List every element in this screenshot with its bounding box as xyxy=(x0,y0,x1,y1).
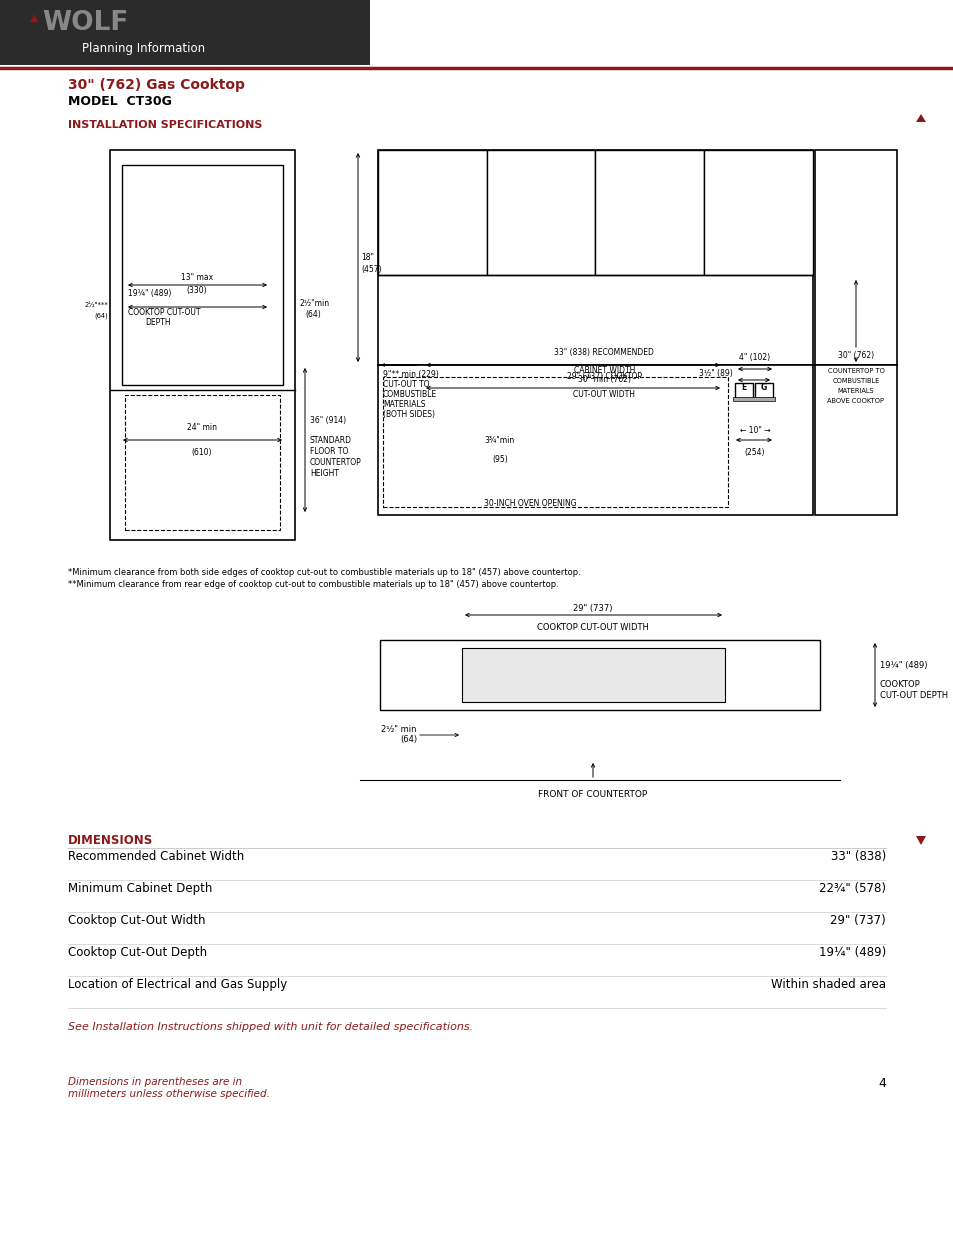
Text: (64): (64) xyxy=(305,310,320,319)
Text: DIMENSIONS: DIMENSIONS xyxy=(68,834,153,847)
Bar xyxy=(379,640,820,710)
Text: 2¹⁄₂" min: 2¹⁄₂" min xyxy=(381,725,416,734)
Text: 4: 4 xyxy=(877,1077,885,1091)
Text: 19¼" (489): 19¼" (489) xyxy=(818,946,885,960)
Text: Location of Electrical and Gas Supply: Location of Electrical and Gas Supply xyxy=(68,978,287,990)
Text: COOKTOP CUT-OUT WIDTH: COOKTOP CUT-OUT WIDTH xyxy=(537,622,648,632)
Bar xyxy=(377,366,812,515)
Text: 36" (914): 36" (914) xyxy=(310,416,346,425)
Text: (330): (330) xyxy=(187,287,207,295)
Text: FRONT OF COUNTERTOP: FRONT OF COUNTERTOP xyxy=(537,790,647,799)
Text: Planning Information: Planning Information xyxy=(82,42,205,56)
Text: (610): (610) xyxy=(192,448,212,457)
Bar xyxy=(377,149,812,366)
Text: *Minimum clearance from both side edges of cooktop cut-out to combustible materi: *Minimum clearance from both side edges … xyxy=(68,568,580,577)
Polygon shape xyxy=(915,114,925,122)
Text: (95): (95) xyxy=(492,445,507,464)
Text: COMBUSTIBLE: COMBUSTIBLE xyxy=(832,378,879,384)
Text: 4" (102): 4" (102) xyxy=(739,353,770,362)
Bar xyxy=(461,648,724,701)
Text: DEPTH: DEPTH xyxy=(145,317,171,327)
Bar xyxy=(377,149,486,274)
Text: Within shaded area: Within shaded area xyxy=(770,978,885,990)
Text: 29" (737): 29" (737) xyxy=(573,604,612,613)
Text: (457): (457) xyxy=(360,264,381,273)
Text: MATERIALS: MATERIALS xyxy=(837,388,873,394)
Text: 19¼" (489): 19¼" (489) xyxy=(879,661,926,671)
Text: CUT-OUT TO: CUT-OUT TO xyxy=(382,380,429,389)
Text: INSTALLATION SPECIFICATIONS: INSTALLATION SPECIFICATIONS xyxy=(68,120,262,130)
Text: **Minimum clearance from rear edge of cooktop cut-out to combustible materials u: **Minimum clearance from rear edge of co… xyxy=(68,580,558,589)
Bar xyxy=(814,366,896,515)
Text: Cooktop Cut-Out Depth: Cooktop Cut-Out Depth xyxy=(68,946,207,960)
Text: 2¹⁄₂"min: 2¹⁄₂"min xyxy=(299,299,330,308)
Text: HEIGHT: HEIGHT xyxy=(310,469,338,478)
Text: 22¾" (578): 22¾" (578) xyxy=(818,882,885,895)
Text: 24" min: 24" min xyxy=(187,424,216,432)
Text: (BOTH SIDES): (BOTH SIDES) xyxy=(382,410,435,419)
Text: 33" (838) RECOMMENDED: 33" (838) RECOMMENDED xyxy=(554,348,654,357)
Text: ← 10" →: ← 10" → xyxy=(739,426,769,435)
Text: Dimensions in parentheses are in
millimeters unless otherwise specified.: Dimensions in parentheses are in millime… xyxy=(68,1077,270,1099)
Text: (64): (64) xyxy=(399,735,416,743)
Text: 33" (838): 33" (838) xyxy=(830,850,885,863)
Text: Cooktop Cut-Out Width: Cooktop Cut-Out Width xyxy=(68,914,205,927)
Text: COOKTOP CUT-OUT: COOKTOP CUT-OUT xyxy=(128,308,200,317)
Text: G: G xyxy=(760,383,766,391)
Text: 9"** min (229): 9"** min (229) xyxy=(382,370,438,379)
Bar xyxy=(0,0,370,65)
Bar xyxy=(734,383,752,398)
Bar xyxy=(595,149,703,274)
Text: 18": 18" xyxy=(360,252,374,262)
Text: ▲: ▲ xyxy=(30,14,38,23)
Text: See Installation Instructions shipped with unit for detailed specifications.: See Installation Instructions shipped wi… xyxy=(68,1023,473,1032)
Text: 19¼" (489): 19¼" (489) xyxy=(128,289,172,298)
Text: 3¹⁄₂" (89): 3¹⁄₂" (89) xyxy=(699,368,732,378)
Text: COUNTERTOP: COUNTERTOP xyxy=(310,458,361,467)
Text: 2¹⁄₂"***: 2¹⁄₂"*** xyxy=(84,303,108,308)
Text: (254): (254) xyxy=(744,448,764,457)
Bar xyxy=(125,395,280,530)
Text: MODEL  CT30G: MODEL CT30G xyxy=(68,95,172,107)
Text: ABOVE COOKTOP: ABOVE COOKTOP xyxy=(826,398,883,404)
Bar xyxy=(754,383,772,398)
Text: 30" (762) Gas Cooktop: 30" (762) Gas Cooktop xyxy=(68,78,245,91)
Text: WOLF: WOLF xyxy=(42,10,129,36)
Text: E: E xyxy=(740,383,746,391)
Text: FLOOR TO: FLOOR TO xyxy=(310,447,348,456)
Text: 13" max: 13" max xyxy=(181,273,213,282)
Text: 30-INCH OVEN OPENING: 30-INCH OVEN OPENING xyxy=(483,499,576,508)
Polygon shape xyxy=(915,836,925,845)
Bar xyxy=(732,396,774,401)
Text: 29" (737): 29" (737) xyxy=(829,914,885,927)
Text: CUT-OUT WIDTH: CUT-OUT WIDTH xyxy=(573,390,635,399)
Text: (64): (64) xyxy=(94,312,108,320)
Text: CABINET WIDTH: CABINET WIDTH xyxy=(573,366,635,375)
Text: MATERIALS: MATERIALS xyxy=(382,400,425,409)
Text: COMBUSTIBLE: COMBUSTIBLE xyxy=(382,390,436,399)
Bar xyxy=(382,377,727,508)
Text: Recommended Cabinet Width: Recommended Cabinet Width xyxy=(68,850,244,863)
Text: COOKTOP: COOKTOP xyxy=(879,680,920,689)
Text: CUT-OUT DEPTH: CUT-OUT DEPTH xyxy=(879,692,947,700)
Text: 29" (737) COOKTOP: 29" (737) COOKTOP xyxy=(566,372,641,382)
Text: 30" min (762): 30" min (762) xyxy=(578,375,630,384)
Text: COUNTERTOP TO: COUNTERTOP TO xyxy=(826,368,883,374)
Bar xyxy=(814,149,896,366)
Bar xyxy=(122,165,283,385)
Text: STANDARD: STANDARD xyxy=(310,436,352,445)
Bar xyxy=(110,149,294,540)
Text: 3¾"min: 3¾"min xyxy=(484,436,515,445)
Text: 30" (762): 30" (762) xyxy=(837,351,873,359)
Bar xyxy=(486,149,595,274)
Bar xyxy=(703,149,812,274)
Text: Minimum Cabinet Depth: Minimum Cabinet Depth xyxy=(68,882,213,895)
